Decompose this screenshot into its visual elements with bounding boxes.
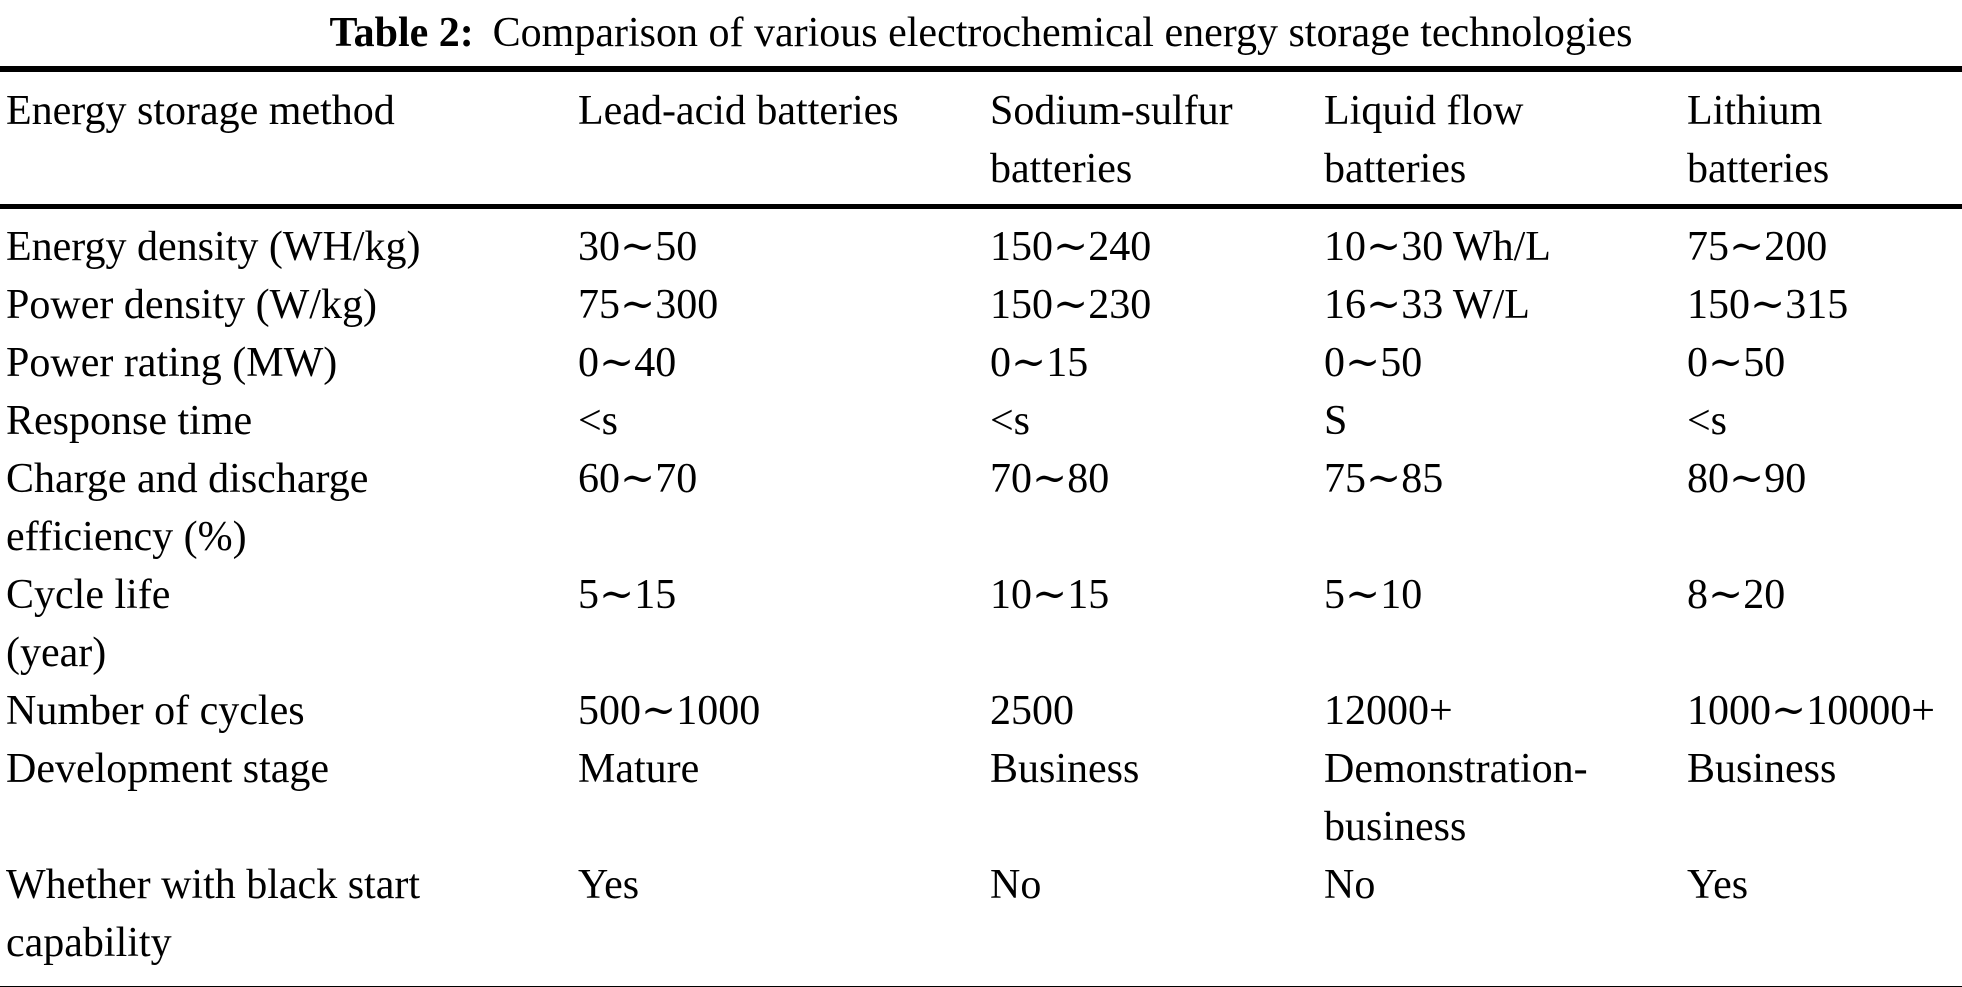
table-cell: 60∼70: [578, 456, 698, 502]
table-row-energy-density: Energy density (WH/kg) 30∼50 150∼240 10∼…: [0, 207, 1962, 277]
table-cell: Business: [990, 746, 1140, 792]
table-caption-label: Table 2:: [329, 10, 474, 56]
table-cell: <s: [990, 398, 1031, 444]
table-cell: 10∼15: [990, 572, 1110, 618]
row-label: Charge and discharge efficiency (%): [6, 456, 369, 560]
table-cell: Mature: [578, 746, 700, 792]
row-label: Energy density (WH/kg): [6, 224, 421, 270]
table-cell: 5∼10: [1324, 572, 1423, 618]
table-cell: 150∼230: [990, 282, 1152, 328]
column-header-energy-storage-method: Energy storage method: [0, 69, 578, 209]
table-row-power-density: Power density (W/kg) 75∼300 150∼230 16∼3…: [0, 276, 1962, 334]
table-cell: 0∼40: [578, 340, 677, 386]
table-row-power-rating: Power rating (MW) 0∼40 0∼15 0∼50 0∼50: [0, 334, 1962, 392]
table-cell: Demonstration- business: [1324, 746, 1588, 850]
table-cell: 10∼30 Wh/L: [1324, 224, 1551, 270]
table-cell: 0∼50: [1324, 340, 1423, 386]
header-row: Energy storage method Lead-acid batterie…: [0, 69, 1962, 209]
table-cell: 0∼15: [990, 340, 1089, 386]
table-cell: 75∼200: [1687, 224, 1828, 270]
table-cell: 30∼50: [578, 224, 698, 270]
table-row-development-stage: Development stage Mature Business Demons…: [0, 740, 1962, 856]
table-cell: 75∼300: [578, 282, 719, 328]
table-cell: Yes: [578, 862, 640, 908]
table-row-cycle-life: Cycle life (year) 5∼15 10∼15 5∼10 8∼20: [0, 566, 1962, 682]
table-row-response-time: Response time <s <s S <s: [0, 392, 1962, 450]
row-label: Power density (W/kg): [6, 282, 377, 328]
column-header-lead-acid: Lead-acid batteries: [578, 69, 990, 209]
table-cell: 70∼80: [990, 456, 1110, 502]
table-cell: 12000+: [1324, 688, 1453, 734]
table-row-number-of-cycles: Number of cycles 500∼1000 2500 12000+ 10…: [0, 682, 1962, 740]
table-cell: Yes: [1687, 862, 1749, 908]
table-cell: 0∼50: [1687, 340, 1786, 386]
table-cell: 75∼85: [1324, 456, 1444, 502]
table-cell: 500∼1000: [578, 688, 761, 734]
table-cell: 1000∼10000+: [1687, 688, 1935, 734]
table-cell: S: [1324, 398, 1348, 444]
table-row-charge-discharge-efficiency: Charge and discharge efficiency (%) 60∼7…: [0, 450, 1962, 566]
row-label: Whether with black start capability: [6, 862, 421, 966]
column-header-sodium-sulfur: Sodium-sulfur batteries: [990, 69, 1324, 209]
table-cell: Business: [1687, 746, 1837, 792]
table-cell: 16∼33 W/L: [1324, 282, 1530, 328]
table-cell: 150∼315: [1687, 282, 1849, 328]
column-header-liquid-flow: Liquid flow batteries: [1324, 69, 1687, 209]
table-cell: <s: [1687, 398, 1728, 444]
table-caption: Table 2: Comparison of various electroche…: [0, 0, 1962, 66]
table-cell: No: [1324, 862, 1376, 908]
table-cell: 5∼15: [578, 572, 677, 618]
table-cell: 150∼240: [990, 224, 1152, 270]
table-caption-text: Comparison of various electrochemical en…: [492, 10, 1633, 56]
row-label: Number of cycles: [6, 688, 305, 734]
table-cell: 8∼20: [1687, 572, 1786, 618]
table-cell: 2500: [990, 688, 1074, 734]
table-cell: 80∼90: [1687, 456, 1807, 502]
row-label: Power rating (MW): [6, 340, 338, 386]
row-label: Development stage: [6, 746, 330, 792]
row-label: Response time: [6, 398, 253, 444]
table-row-black-start-capability: Whether with black start capability Yes …: [0, 856, 1962, 987]
table-cell: <s: [578, 398, 619, 444]
row-label: Cycle life (year): [6, 572, 171, 676]
comparison-table: Energy storage method Lead-acid batterie…: [0, 66, 1962, 987]
column-header-lithium: Lithium batteries: [1687, 69, 1962, 209]
table-cell: No: [990, 862, 1042, 908]
